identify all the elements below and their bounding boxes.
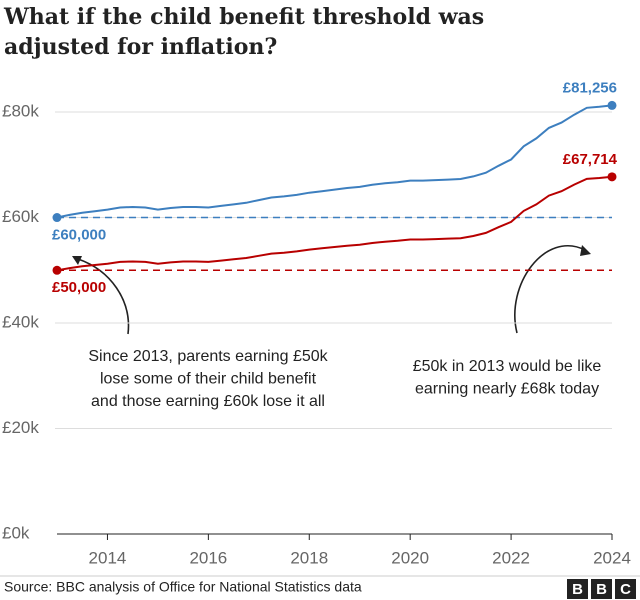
end-dot (607, 172, 617, 182)
x-tick-label: 2018 (290, 548, 328, 567)
annotation-arrow (514, 244, 586, 334)
logo-box (567, 579, 588, 599)
logo-letter: B (596, 581, 607, 598)
arrow-head (580, 245, 591, 256)
x-tick-label: 2016 (189, 548, 227, 567)
annotation: earning nearly £68k today (415, 381, 599, 398)
x-tick-label: 2022 (492, 548, 530, 567)
y-tick-label: £20k (2, 418, 39, 437)
end-dot (607, 100, 617, 110)
annotation: Since 2013, parents earning £50k (88, 348, 328, 365)
y-tick-label: £60k (2, 207, 39, 226)
logo-box (591, 579, 612, 599)
logo-letter: C (620, 581, 631, 598)
value-label: £60,000 (52, 227, 106, 244)
arrow-head (72, 256, 82, 265)
x-tick-label: 2024 (593, 548, 631, 567)
value-label: £50,000 (52, 279, 106, 296)
series-line (56, 104, 613, 219)
end-dot (52, 213, 62, 223)
end-dot (52, 265, 62, 275)
logo-letter: B (572, 581, 583, 598)
y-tick-label: £0k (2, 523, 30, 542)
annotation: £50k in 2013 would be like (413, 358, 602, 375)
y-tick-label: £40k (2, 313, 39, 332)
annotation: and those earning £60k lose it all (91, 393, 325, 410)
value-label: £81,256 (563, 79, 617, 96)
value-label: £67,714 (563, 151, 618, 168)
x-tick-label: 2020 (391, 548, 429, 567)
y-tick-label: £80k (2, 102, 39, 121)
source: Source: BBC analysis of Office for Natio… (4, 579, 362, 595)
series-line (56, 175, 613, 272)
logo-box (615, 579, 636, 599)
annotation: lose some of their child benefit (100, 371, 317, 388)
x-tick-label: 2014 (89, 548, 127, 567)
chart-title: adjusted for inflation? (4, 34, 277, 60)
chart-title: What if the child benefit threshold was (3, 4, 484, 30)
